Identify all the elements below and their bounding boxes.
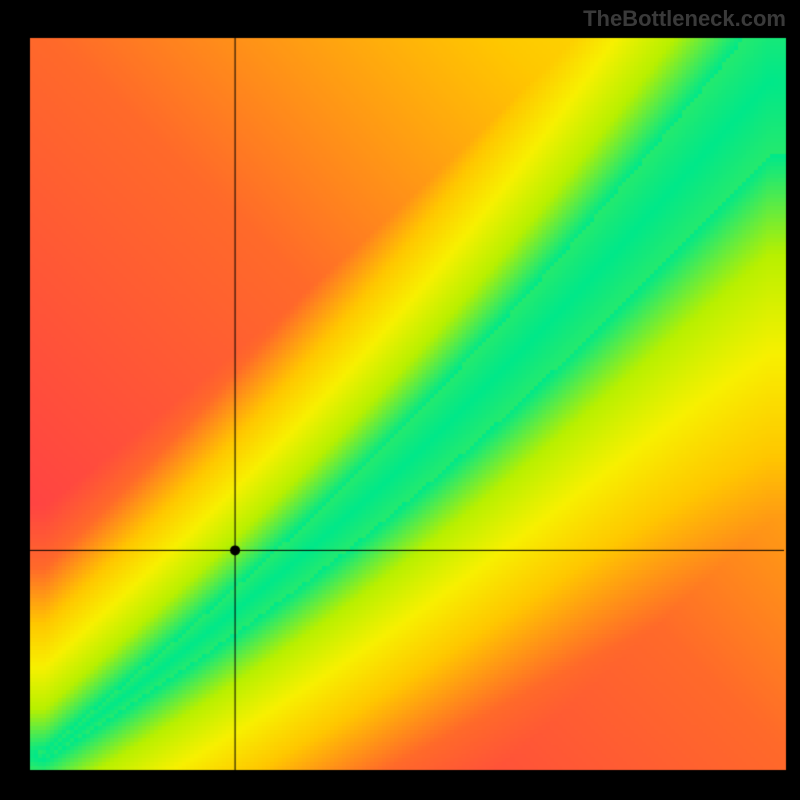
chart-container: { "watermark": { "text": "TheBottleneck.… bbox=[0, 0, 800, 800]
watermark-text: TheBottleneck.com bbox=[583, 6, 786, 32]
heatmap-canvas bbox=[0, 0, 800, 800]
